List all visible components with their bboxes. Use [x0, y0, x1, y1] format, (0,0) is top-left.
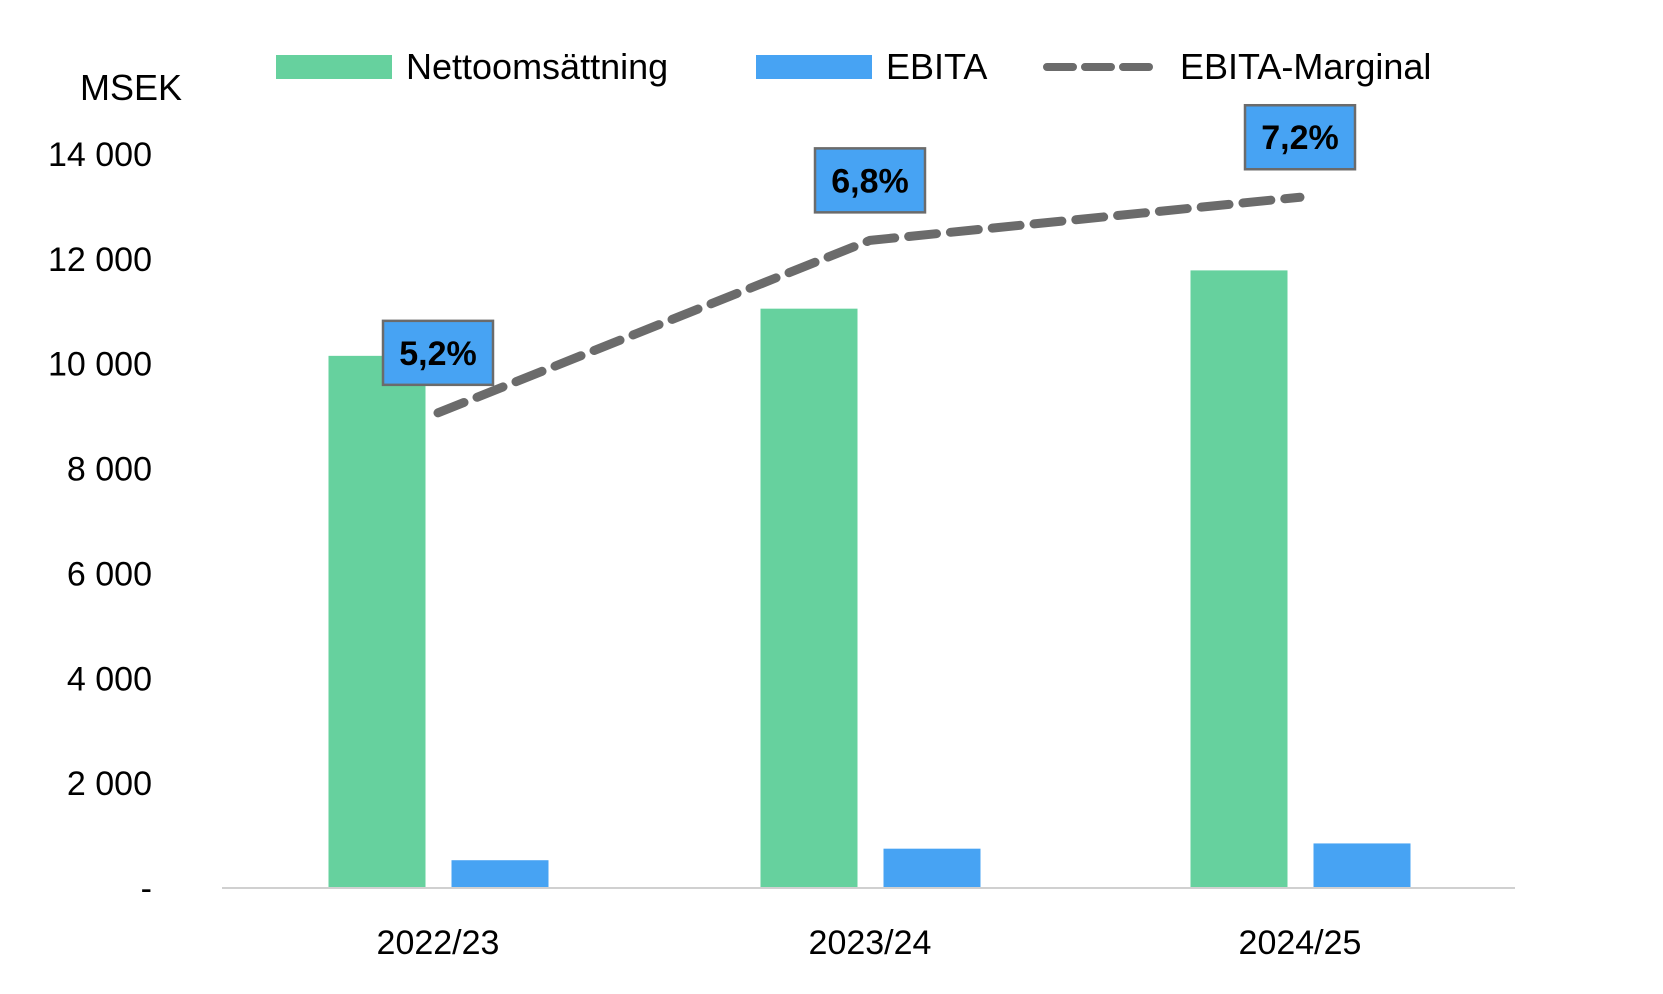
legend-label-ebita-marginal: EBITA-Marginal [1180, 46, 1431, 87]
legend-swatch-nettoomsattning [276, 55, 392, 79]
x-category-label: 2022/23 [377, 924, 500, 962]
ebita-marginal-label-1: 6,8% [813, 147, 927, 214]
bars [328, 270, 1411, 889]
bar-ebita-2 [1313, 843, 1411, 888]
bar-nettoomsattning-0 [328, 355, 426, 889]
bar-nettoomsattning-1 [760, 308, 858, 888]
data-label-box [1243, 103, 1357, 171]
data-label-box [813, 147, 927, 214]
data-label-text: 7,2% [1261, 119, 1339, 157]
bar-nettoomsattning-2 [1190, 270, 1288, 888]
x-axis-categories: 2022/23 2023/24 2024/25 [377, 924, 1362, 962]
ebita-marginal-line [433, 192, 1305, 418]
y-axis-ticks: - 2 000 4 000 6 000 8 000 10 000 12 000 14 000 [48, 136, 152, 908]
data-label-text: 5,2% [399, 335, 477, 373]
y-tick-label: 12 000 [48, 241, 152, 279]
legend-label-nettoomsattning: Nettoomsättning [406, 46, 668, 87]
data-label-text: 6,8% [831, 162, 909, 200]
ebita-marginal-line-group [433, 192, 1305, 418]
legend-label-ebita: EBITA [886, 46, 987, 87]
y-tick-label: 6 000 [67, 555, 152, 593]
bar-ebita-1 [883, 848, 981, 888]
y-axis-unit-label: MSEK [80, 67, 182, 108]
x-category-label: 2023/24 [809, 924, 932, 962]
ebita-marginal-label-0: 5,2% [381, 319, 495, 387]
legend: Nettoomsättning EBITA EBITA-Marginal [276, 46, 1431, 87]
y-tick-label: 14 000 [48, 136, 152, 174]
x-category-label: 2024/25 [1239, 924, 1362, 962]
ebita-marginal-label-2: 7,2% [1243, 103, 1357, 171]
y-tick-label: 4 000 [67, 660, 152, 698]
legend-swatch-ebita [756, 55, 872, 79]
ebita-marginal-labels: 5,2% 6,8% 7,2% [381, 103, 1357, 387]
data-label-box [381, 319, 495, 387]
bar-ebita-0 [451, 860, 549, 888]
y-tick-label: 8 000 [67, 451, 152, 489]
y-tick-label: 10 000 [48, 346, 152, 384]
y-tick-label: - [141, 870, 152, 908]
y-tick-label: 2 000 [67, 765, 152, 803]
